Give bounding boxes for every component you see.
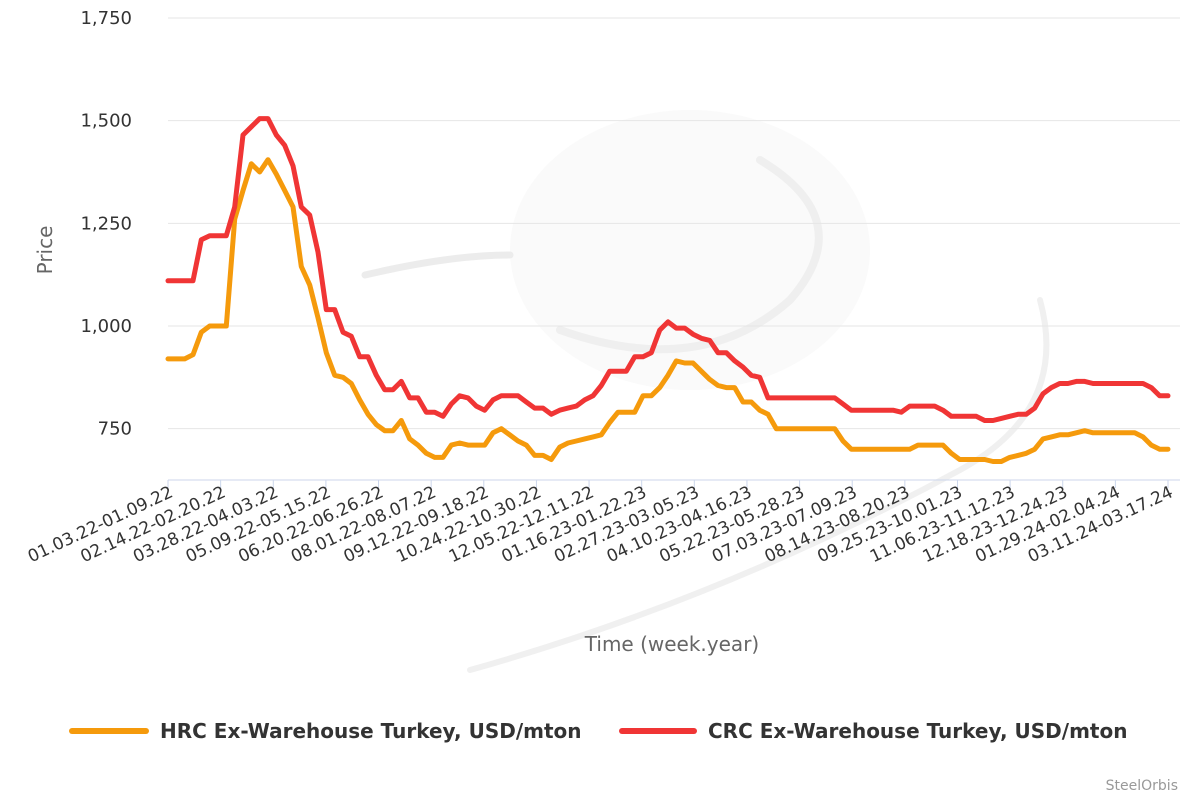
y-axis-ticks: 750 1,000 1,250 1,500 1,750 [80, 8, 132, 440]
x-axis-ticks: 01.03.22-01.09.2202.14.22-02.20.2203.28.… [25, 480, 1176, 567]
y-tick-label: 1,750 [80, 8, 132, 29]
series-line-crc[interactable] [165, 116, 1171, 423]
y-tick-label: 1,250 [80, 213, 132, 234]
legend: HRC Ex-Warehouse Turkey, USD/mton CRC Ex… [69, 719, 1127, 743]
legend-label-crc[interactable]: CRC Ex-Warehouse Turkey, USD/mton [708, 719, 1127, 743]
series-line-hrc[interactable] [165, 157, 1171, 464]
legend-label-hrc[interactable]: HRC Ex-Warehouse Turkey, USD/mton [160, 719, 582, 743]
series-lines [165, 116, 1171, 464]
y-tick-label: 1,500 [80, 111, 132, 132]
y-axis-title: Price [33, 226, 57, 275]
y-tick-label: 750 [98, 419, 132, 440]
credit-steelorbis[interactable]: SteelOrbis [1106, 778, 1178, 794]
x-axis-title: Time (week.year) [584, 632, 759, 656]
y-tick-label: 1,000 [80, 316, 132, 337]
watermark-logo [361, 110, 1050, 673]
